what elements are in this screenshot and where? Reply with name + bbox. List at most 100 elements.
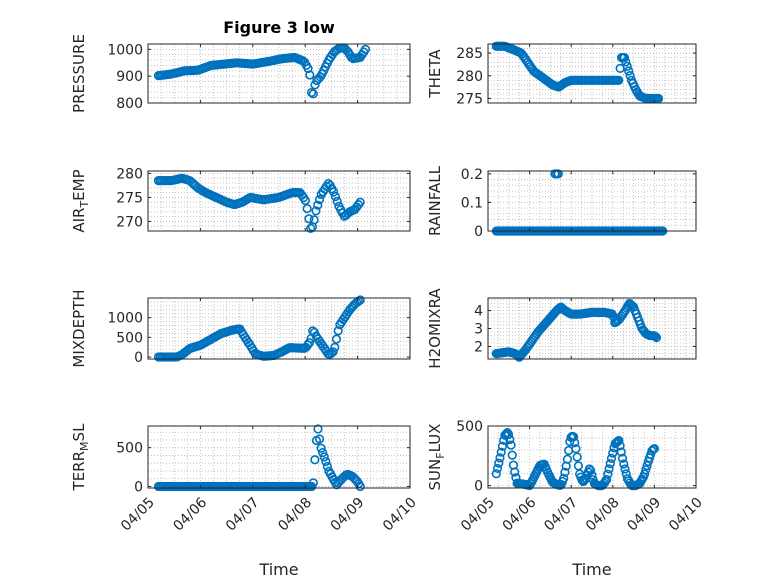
y-tick-label: 275 — [456, 91, 483, 107]
y-tick-label: 1000 — [107, 311, 143, 327]
data-point — [614, 435, 624, 446]
data-point — [621, 57, 631, 67]
axes-frame — [147, 297, 411, 360]
y-axis-label-subscript: F — [434, 452, 447, 458]
data-point — [330, 342, 340, 352]
data-point — [602, 474, 612, 485]
data-point — [559, 473, 569, 484]
data-point — [650, 331, 660, 341]
data-point — [308, 89, 318, 99]
data-point — [305, 70, 315, 80]
data-point — [302, 204, 312, 214]
y-axis-label-main: PRESSURE — [70, 34, 88, 113]
data-point — [491, 469, 501, 479]
data-point — [353, 296, 364, 306]
data-point — [604, 464, 614, 474]
data-points — [153, 173, 365, 233]
data-point — [306, 223, 316, 233]
y-tick-label: 3 — [474, 322, 483, 338]
y-axis-label: THETA — [426, 49, 444, 99]
data-point — [615, 441, 625, 451]
y-axis-label-end: SL — [70, 423, 88, 442]
data-points — [153, 424, 365, 492]
data-point — [620, 464, 630, 474]
data-points — [153, 43, 371, 99]
y-tick-label: 0 — [134, 350, 143, 366]
data-point — [329, 187, 339, 197]
data-point — [651, 332, 662, 343]
axes-frame — [487, 170, 697, 232]
data-point — [553, 169, 563, 179]
y-axis-label-subscript: T — [78, 201, 91, 209]
x-axis-label: Time — [258, 560, 298, 579]
data-point — [616, 447, 626, 457]
y-axis-label: PRESSURE — [70, 34, 88, 113]
y-tick-label: 0.1 — [461, 195, 483, 211]
y-axis-label-main: THETA — [426, 49, 444, 99]
y-tick-label: 280 — [456, 69, 483, 85]
data-point — [507, 450, 517, 460]
data-point — [311, 206, 321, 216]
data-point — [606, 453, 617, 463]
data-point — [608, 448, 618, 458]
data-point — [355, 197, 365, 207]
y-tick-label: 1000 — [107, 42, 143, 58]
data-point — [653, 93, 664, 104]
data-point — [314, 194, 325, 205]
data-point — [572, 452, 582, 462]
data-point — [333, 326, 343, 336]
y-tick-label: 280 — [116, 166, 143, 182]
data-point — [496, 447, 506, 457]
data-point — [360, 44, 371, 54]
grid-lines — [487, 298, 697, 359]
data-point — [319, 452, 329, 462]
y-tick-label: 500 — [116, 441, 143, 457]
data-point — [355, 295, 365, 305]
y-axis-label: SUNFLUX — [426, 424, 447, 491]
data-point — [647, 446, 657, 456]
data-point — [322, 461, 332, 472]
data-point — [649, 444, 660, 454]
data-point — [603, 469, 613, 479]
data-point — [313, 424, 323, 434]
data-point — [497, 441, 508, 451]
y-axis-label-main: RAINFALL — [426, 165, 444, 236]
data-point — [304, 214, 314, 224]
data-point — [568, 432, 579, 442]
data-point — [619, 459, 629, 469]
data-point — [300, 195, 310, 206]
data-point — [560, 467, 570, 477]
data-point — [586, 465, 596, 476]
grid-lines — [487, 171, 697, 232]
y-axis-label-main: SUN — [426, 459, 444, 491]
data-point — [614, 75, 624, 85]
data-point — [304, 338, 314, 348]
axes-frame — [487, 425, 697, 489]
data-point — [619, 53, 630, 63]
data-point — [332, 196, 342, 206]
y-axis-label-main: AIR — [70, 208, 88, 233]
data-point — [510, 467, 520, 477]
y-tick-label: 275 — [116, 190, 143, 206]
y-axis-label-end: EMP — [70, 169, 88, 200]
data-point — [355, 481, 365, 492]
y-axis-label-main: TERR — [70, 451, 88, 492]
data-points — [491, 428, 660, 491]
y-axis-label: TERRMSL — [70, 423, 91, 492]
y-tick-label: 270 — [116, 214, 143, 230]
y-axis-label-end: LUX — [426, 424, 444, 453]
data-point — [321, 456, 331, 467]
data-point — [328, 347, 338, 357]
data-point — [639, 469, 650, 479]
axes-frame — [487, 43, 697, 104]
y-axis-label-main: MIXDEPTH — [70, 289, 88, 367]
data-point — [562, 454, 572, 464]
data-points — [153, 295, 365, 362]
y-axis-label: H2OMIXRA — [426, 288, 444, 369]
y-tick-label: 900 — [116, 69, 143, 85]
y-tick-label: 0 — [474, 479, 483, 495]
data-point — [306, 87, 317, 98]
data-point — [495, 453, 505, 463]
